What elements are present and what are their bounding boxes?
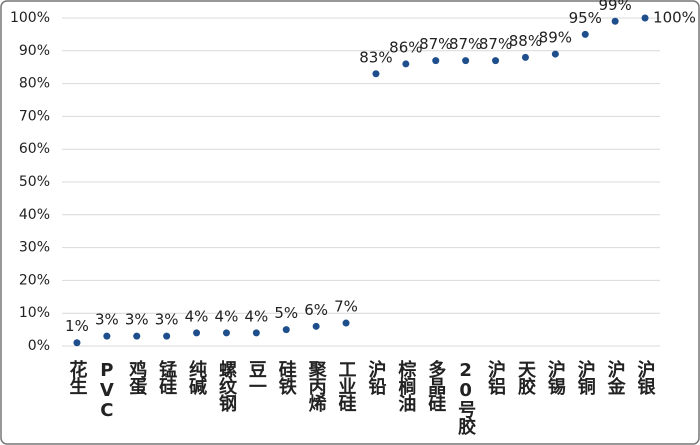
- x-tick-label: 沪铜: [575, 359, 596, 396]
- data-label: 95%: [569, 9, 602, 27]
- point: [312, 322, 320, 330]
- point: [641, 14, 649, 22]
- data-label: 87%: [449, 35, 482, 53]
- x-tick-label: 沪银: [635, 359, 656, 396]
- y-tick-label: 90%: [19, 43, 50, 59]
- x-tick-label: 聚丙烯: [306, 360, 328, 413]
- x-tick-label: 工业硅: [336, 360, 357, 412]
- data-label: 7%: [334, 298, 358, 316]
- data-label: 89%: [539, 29, 572, 47]
- point: [163, 332, 171, 340]
- y-tick-label: 20%: [19, 272, 50, 288]
- data-label: 6%: [304, 301, 328, 319]
- data-label: 5%: [274, 304, 298, 322]
- point: [252, 329, 260, 337]
- data-label: 4%: [185, 307, 209, 325]
- data-label: 100%: [653, 9, 696, 27]
- data-label: 3%: [95, 311, 119, 329]
- data-label: 3%: [155, 311, 179, 329]
- data-label: 87%: [419, 35, 452, 53]
- x-tick-label: 沪金: [605, 359, 627, 395]
- point: [521, 53, 529, 61]
- point: [402, 60, 410, 68]
- data-label: 1%: [65, 317, 89, 335]
- point: [432, 57, 440, 65]
- x-tick-label: 多晶硅: [425, 359, 446, 412]
- y-tick-label: 40%: [19, 207, 50, 223]
- y-tick-label: 30%: [19, 240, 50, 256]
- y-tick-label: 80%: [19, 76, 50, 92]
- point: [492, 57, 500, 65]
- x-tick-label: 棕榈油: [395, 359, 416, 412]
- x-tick-label: 沪铝: [485, 359, 506, 396]
- y-tick-label: 50%: [19, 174, 50, 190]
- x-tick-label: PVC: [96, 360, 117, 420]
- y-tick-label: 10%: [19, 305, 50, 321]
- x-tick-label: 天胶: [515, 360, 536, 396]
- point: [282, 326, 290, 334]
- point: [342, 319, 350, 327]
- x-tick-label: 沪铅: [365, 359, 386, 396]
- x-tick-label: 豆一: [246, 360, 267, 394]
- data-label: 99%: [598, 0, 631, 14]
- point: [73, 339, 81, 347]
- x-tick-label: 螺纹钢: [216, 360, 237, 413]
- data-label: 4%: [215, 307, 239, 325]
- data-label: 86%: [389, 38, 422, 56]
- x-tick-label: 鸡蛋: [126, 359, 148, 396]
- y-tick-label: 100%: [10, 10, 50, 26]
- data-label: 3%: [125, 311, 149, 329]
- x-tick-label: 沪锡: [545, 359, 566, 396]
- x-tick-label: 花生: [66, 359, 87, 395]
- point: [103, 332, 111, 340]
- x-tick-label: 纯碱: [186, 359, 207, 396]
- data-label: 83%: [359, 48, 392, 66]
- x-tick-label: 硅铁: [276, 359, 297, 396]
- y-tick-label: 0%: [28, 338, 50, 354]
- point: [611, 17, 619, 25]
- point: [372, 70, 380, 78]
- point: [551, 50, 559, 58]
- data-label: 4%: [244, 307, 268, 325]
- point: [462, 57, 470, 65]
- data-label: 87%: [479, 35, 512, 53]
- y-tick-label: 60%: [19, 141, 50, 157]
- x-tick-label: 20号胶: [455, 360, 476, 436]
- point: [222, 329, 230, 337]
- data-label: 88%: [509, 32, 542, 50]
- x-tick-label: 锰硅: [156, 359, 177, 395]
- point: [193, 329, 201, 337]
- point: [133, 332, 141, 340]
- y-tick-label: 70%: [19, 108, 50, 124]
- point: [581, 30, 589, 38]
